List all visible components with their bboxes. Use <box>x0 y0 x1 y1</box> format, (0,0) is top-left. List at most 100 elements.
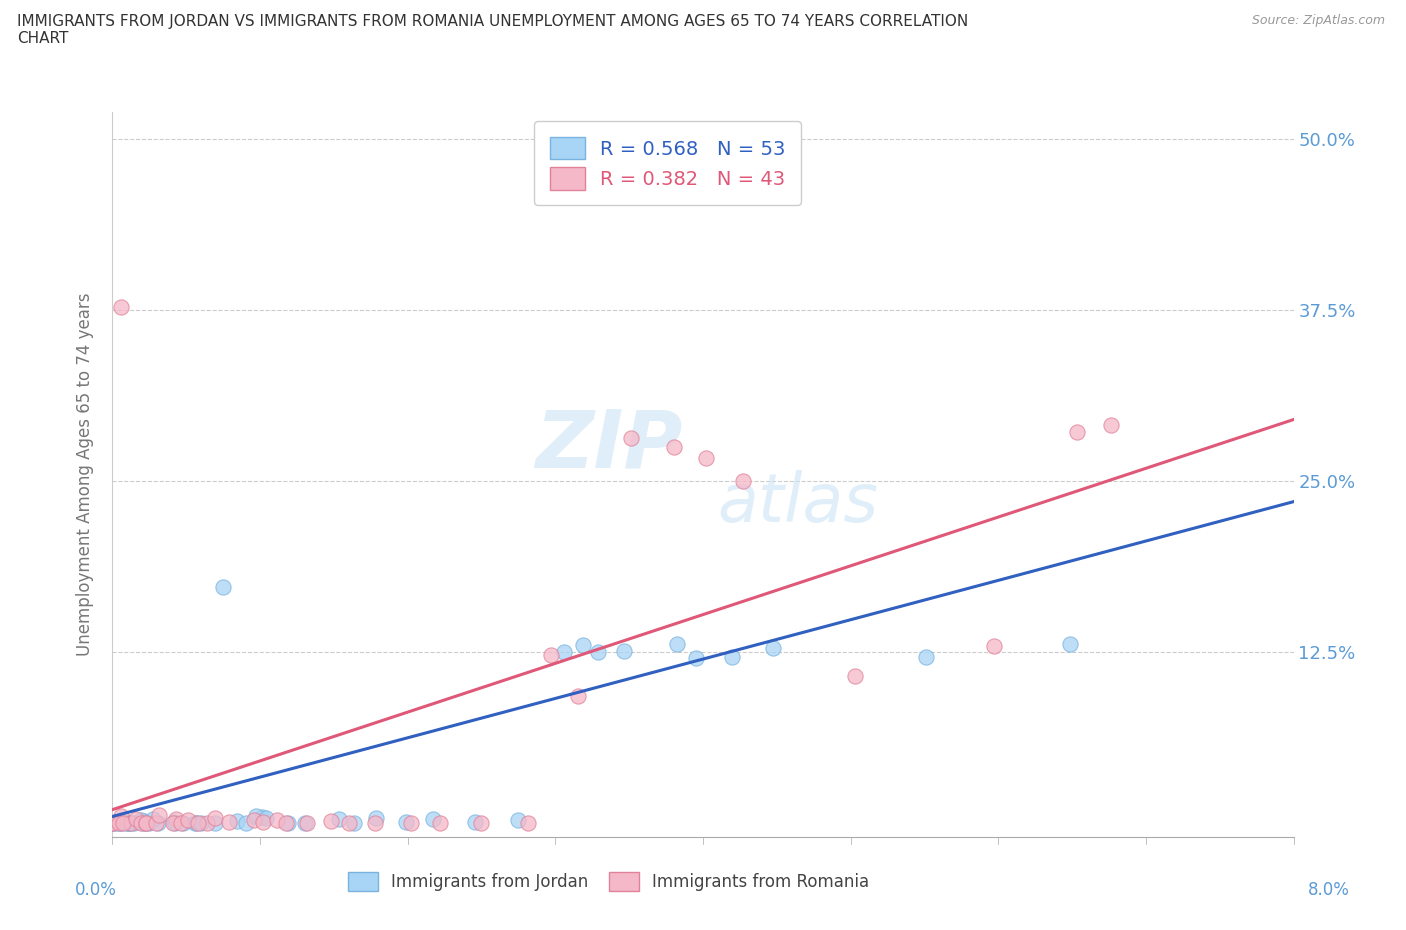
Text: ZIP: ZIP <box>534 406 682 485</box>
Point <box>112 816 135 830</box>
Point <box>176 813 198 828</box>
Point <box>190 816 212 830</box>
Point <box>319 813 342 828</box>
Point <box>665 637 688 652</box>
Point <box>1099 418 1122 432</box>
Point <box>915 650 938 665</box>
Text: 8.0%: 8.0% <box>1308 881 1350 898</box>
Point <box>120 816 142 830</box>
Point <box>195 816 218 830</box>
Point <box>1059 637 1081 652</box>
Point <box>163 815 186 830</box>
Point <box>145 816 167 830</box>
Point <box>366 811 388 826</box>
Point <box>1066 424 1088 439</box>
Point <box>142 811 165 826</box>
Point <box>294 816 316 830</box>
Point <box>165 812 187 827</box>
Point <box>508 813 530 828</box>
Point <box>129 813 152 828</box>
Point <box>135 816 157 830</box>
Point <box>162 816 184 830</box>
Point <box>250 810 273 825</box>
Point <box>844 669 866 684</box>
Point <box>254 811 277 826</box>
Point <box>148 808 170 823</box>
Point <box>101 816 124 830</box>
Point <box>204 811 226 826</box>
Point <box>170 816 193 830</box>
Point <box>613 644 636 658</box>
Point <box>105 814 128 829</box>
Point <box>226 814 249 829</box>
Point <box>165 816 187 830</box>
Text: Source: ZipAtlas.com: Source: ZipAtlas.com <box>1251 14 1385 27</box>
Point <box>429 816 451 830</box>
Point <box>720 650 742 665</box>
Point <box>122 815 145 830</box>
Point <box>540 647 562 662</box>
Point <box>129 816 152 830</box>
Point <box>118 816 141 830</box>
Point <box>235 816 257 830</box>
Point <box>276 816 298 830</box>
Point <box>266 813 288 828</box>
Point <box>204 816 226 830</box>
Point <box>110 809 132 824</box>
Point <box>125 811 148 826</box>
Point <box>422 812 444 827</box>
Text: IMMIGRANTS FROM JORDAN VS IMMIGRANTS FROM ROMANIA UNEMPLOYMENT AMONG AGES 65 TO : IMMIGRANTS FROM JORDAN VS IMMIGRANTS FRO… <box>17 14 969 46</box>
Point <box>364 816 387 830</box>
Point <box>464 815 486 830</box>
Point <box>187 816 209 830</box>
Point <box>245 808 267 823</box>
Point <box>115 816 138 830</box>
Point <box>242 812 264 827</box>
Point <box>983 639 1005 654</box>
Point <box>516 816 538 830</box>
Point <box>138 816 160 830</box>
Point <box>695 451 717 466</box>
Point <box>399 816 422 830</box>
Point <box>186 816 208 830</box>
Point <box>108 816 131 830</box>
Point <box>105 816 128 830</box>
Point <box>132 816 155 830</box>
Point <box>101 816 124 830</box>
Point <box>553 644 575 659</box>
Point <box>685 650 707 665</box>
Point <box>252 815 274 830</box>
Point <box>664 439 686 454</box>
Point <box>117 816 139 830</box>
Point <box>101 816 124 830</box>
Point <box>110 816 132 830</box>
Point <box>295 816 318 830</box>
Point <box>395 815 418 830</box>
Point <box>762 641 785 656</box>
Point <box>211 579 233 594</box>
Point <box>110 815 132 830</box>
Point <box>733 473 755 488</box>
Point <box>470 816 492 830</box>
Point <box>337 816 360 830</box>
Point <box>277 816 299 830</box>
Point <box>183 816 205 830</box>
Point <box>172 816 194 830</box>
Point <box>134 816 156 830</box>
Point <box>117 816 139 830</box>
Text: 0.0%: 0.0% <box>75 881 117 898</box>
Point <box>135 816 157 830</box>
Point <box>328 812 350 827</box>
Point <box>620 430 643 445</box>
Point <box>110 299 132 314</box>
Point <box>567 688 589 703</box>
Point <box>343 816 366 830</box>
Y-axis label: Unemployment Among Ages 65 to 74 years: Unemployment Among Ages 65 to 74 years <box>76 293 94 656</box>
Legend: Immigrants from Jordan, Immigrants from Romania: Immigrants from Jordan, Immigrants from … <box>342 865 876 897</box>
Point <box>103 816 125 830</box>
Point <box>586 644 609 659</box>
Point <box>120 816 142 830</box>
Point <box>571 637 593 652</box>
Point <box>111 816 134 830</box>
Point <box>101 816 124 830</box>
